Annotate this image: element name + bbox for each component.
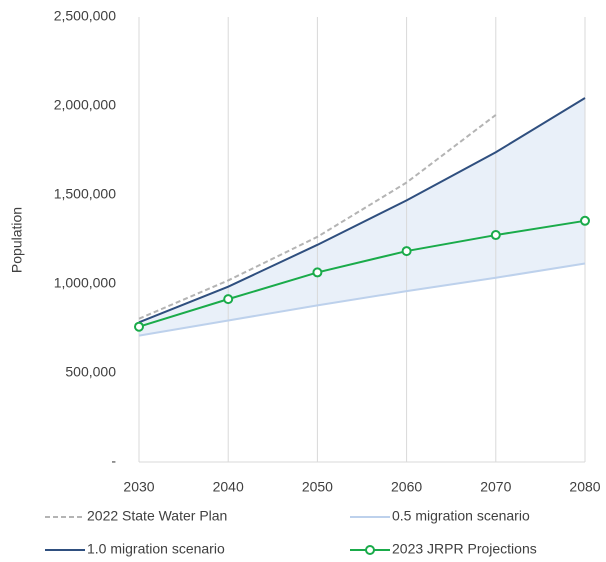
legend-label: 0.5 migration scenario xyxy=(392,508,530,524)
line xyxy=(138,219,586,328)
legend-label: 2022 State Water Plan xyxy=(87,508,227,524)
marker xyxy=(312,267,323,278)
legend-label: 2023 JRPR Projections xyxy=(392,541,537,557)
y-tick-label: 1,000,000 xyxy=(54,275,116,291)
line xyxy=(138,262,586,337)
x-tick-label: 2030 xyxy=(123,479,154,495)
marker xyxy=(223,294,234,305)
y-tick-label: 1,500,000 xyxy=(54,186,116,202)
legend-label: 1.0 migration scenario xyxy=(87,541,225,557)
line xyxy=(138,97,586,324)
legend-marker xyxy=(365,545,375,555)
x-tick-label: 2040 xyxy=(213,479,244,495)
y-tick-label: 2,000,000 xyxy=(54,97,116,113)
marker xyxy=(490,230,501,241)
x-tick-label: 2050 xyxy=(302,479,333,495)
band xyxy=(139,97,585,336)
x-tick-label: 2070 xyxy=(480,479,511,495)
line xyxy=(138,114,497,320)
marker xyxy=(134,321,144,332)
marker xyxy=(401,246,412,257)
y-tick-label: - xyxy=(111,453,116,469)
y-axis-label: Population xyxy=(9,207,25,273)
marker xyxy=(580,215,590,226)
y-tick-label: 500,000 xyxy=(65,364,116,380)
x-tick-label: 2060 xyxy=(391,479,422,495)
x-tick-label: 2080 xyxy=(569,479,600,495)
y-tick-label: 2,500,000 xyxy=(54,8,116,24)
